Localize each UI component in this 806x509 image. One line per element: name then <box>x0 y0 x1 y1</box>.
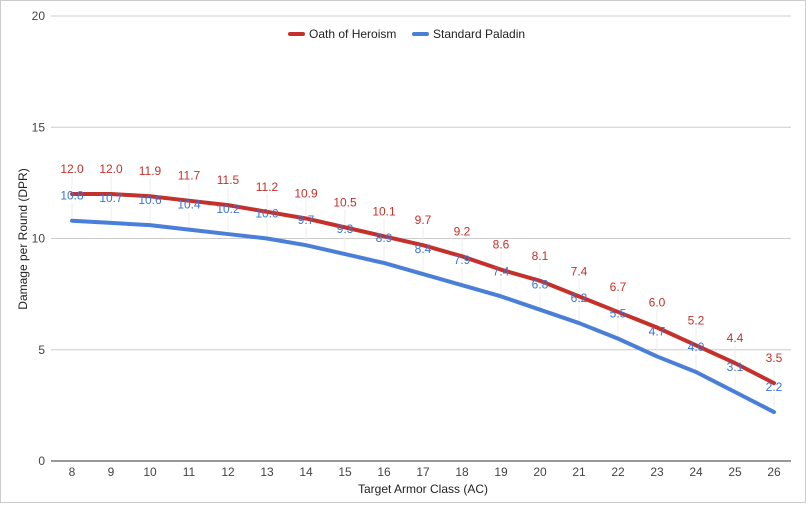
x-tick-label: 9 <box>108 465 115 479</box>
data-label: 8.4 <box>415 242 432 256</box>
gridlines <box>51 16 791 461</box>
data-label: 5.5 <box>610 307 627 321</box>
data-label: 6.0 <box>649 296 666 310</box>
legend-label: Standard Paladin <box>433 27 525 41</box>
x-tick-label: 17 <box>416 465 430 479</box>
data-label: 4.0 <box>688 340 705 354</box>
x-tick-label: 18 <box>455 465 469 479</box>
x-tick-label: 19 <box>494 465 508 479</box>
data-label: 7.9 <box>454 253 471 267</box>
data-label: 8.6 <box>493 238 510 252</box>
y-tick-label: 5 <box>38 343 45 357</box>
data-label: 3.5 <box>766 351 783 365</box>
data-label: 10.0 <box>255 207 279 221</box>
data-label: 12.0 <box>99 162 123 176</box>
y-tick-label: 10 <box>32 232 46 246</box>
data-label: 6.8 <box>532 278 549 292</box>
data-label: 11.5 <box>217 173 240 187</box>
y-tick-label: 20 <box>32 9 46 23</box>
data-label: 9.7 <box>298 213 315 227</box>
data-label: 10.7 <box>99 191 123 205</box>
x-tick-label: 14 <box>299 465 313 479</box>
x-tick-label: 15 <box>338 465 352 479</box>
y-tick-label: 15 <box>32 120 46 134</box>
x-tick-label: 8 <box>69 465 76 479</box>
legend-label: Oath of Heroism <box>309 27 396 41</box>
data-label: 5.2 <box>688 313 705 327</box>
data-label: 7.4 <box>493 264 510 278</box>
legend: Oath of Heroism Standard Paladin <box>290 27 525 41</box>
data-label: 10.4 <box>177 198 201 212</box>
data-label: 11.7 <box>178 169 201 183</box>
x-tick-label: 13 <box>260 465 274 479</box>
x-axis-label: Target Armor Class (AC) <box>358 482 488 496</box>
data-label: 11.9 <box>139 164 162 178</box>
data-label: 10.9 <box>294 186 318 200</box>
data-label: 10.5 <box>333 195 357 209</box>
y-axis-ticks: 0 5 10 15 20 <box>32 9 46 468</box>
x-tick-label: 11 <box>183 465 196 479</box>
data-label: 9.7 <box>415 213 432 227</box>
x-tick-label: 10 <box>143 465 157 479</box>
data-label: 9.3 <box>337 222 354 236</box>
x-tick-label: 20 <box>533 465 547 479</box>
data-label: 4.4 <box>727 331 744 345</box>
data-label: 10.6 <box>138 193 162 207</box>
data-label: 12.0 <box>60 162 84 176</box>
x-tick-label: 12 <box>221 465 235 479</box>
data-label: 2.2 <box>766 380 783 394</box>
x-tick-label: 21 <box>572 465 586 479</box>
x-tick-label: 25 <box>728 465 742 479</box>
x-tick-label: 22 <box>611 465 625 479</box>
x-tick-label: 26 <box>767 465 781 479</box>
data-label: 7.4 <box>571 264 588 278</box>
x-tick-label: 24 <box>689 465 703 479</box>
data-label: 9.2 <box>454 224 471 238</box>
data-label: 4.7 <box>649 324 666 338</box>
data-label: 10.1 <box>372 204 396 218</box>
data-label: 8.1 <box>532 249 549 263</box>
data-label: 6.2 <box>571 291 588 305</box>
y-tick-label: 0 <box>38 454 45 468</box>
x-tick-label: 16 <box>377 465 391 479</box>
data-label: 3.1 <box>727 360 744 374</box>
data-label: 11.2 <box>256 180 279 194</box>
data-label: 10.2 <box>216 202 240 216</box>
y-axis-label: Damage per Round (DPR) <box>16 168 30 309</box>
x-tick-label: 23 <box>650 465 664 479</box>
x-axis-ticks: 8 9 10 11 12 13 14 15 16 17 18 19 20 21 22 23 24 25 26 <box>69 465 781 479</box>
data-label: 10.8 <box>60 189 84 203</box>
data-label: 8.9 <box>376 231 393 245</box>
data-label: 6.7 <box>610 280 627 294</box>
